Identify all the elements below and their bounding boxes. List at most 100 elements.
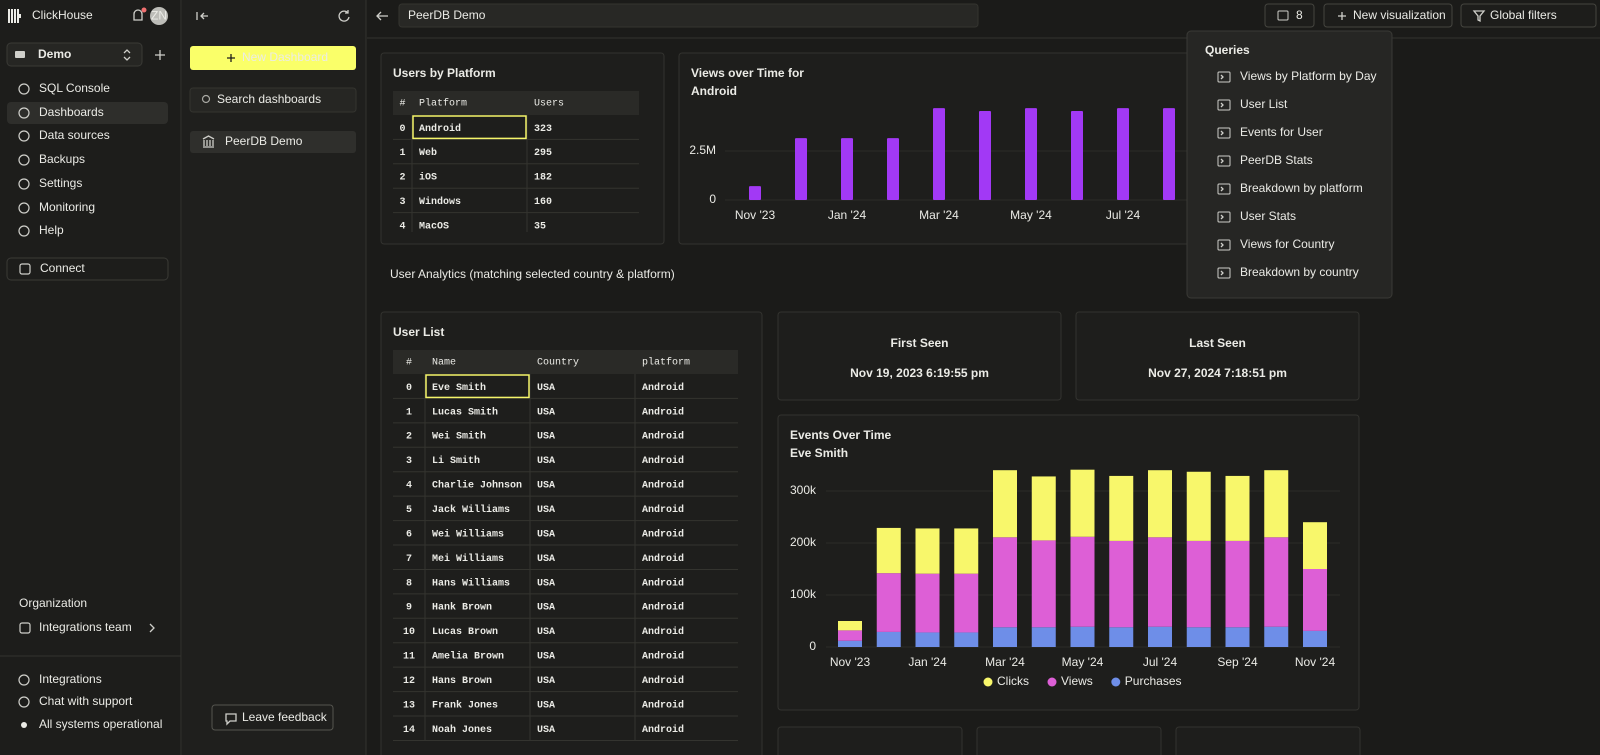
nav-item[interactable]: Backups bbox=[39, 152, 85, 166]
table-cell[interactable]: USA bbox=[537, 456, 555, 467]
table-cell[interactable]: Hans Brown bbox=[432, 676, 492, 687]
table-cell[interactable]: 12 bbox=[403, 676, 415, 687]
legend-label[interactable]: Purchases bbox=[1125, 674, 1182, 688]
table-cell[interactable]: Android bbox=[419, 123, 461, 135]
table-cell[interactable]: 323 bbox=[534, 124, 552, 135]
table-cell[interactable]: Android bbox=[642, 675, 684, 687]
nav-item[interactable]: Data sources bbox=[39, 128, 110, 142]
table-cell[interactable]: 5 bbox=[406, 505, 412, 516]
table-cell[interactable]: USA bbox=[537, 407, 555, 418]
table-cell[interactable]: 7 bbox=[406, 554, 412, 565]
table-cell[interactable]: Eve Smith bbox=[432, 382, 486, 394]
table-cell[interactable]: 0 bbox=[399, 124, 405, 135]
table-cell[interactable]: Android bbox=[642, 724, 684, 736]
table-cell[interactable]: Charlie Johnson bbox=[432, 480, 522, 492]
query-item[interactable]: Breakdown by country bbox=[1240, 265, 1359, 279]
table-cell[interactable]: 6 bbox=[406, 529, 412, 540]
table-cell[interactable]: 182 bbox=[534, 173, 552, 184]
avatar[interactable] bbox=[150, 7, 168, 25]
dashboard-item-bg[interactable] bbox=[190, 131, 356, 153]
table-cell[interactable]: USA bbox=[537, 481, 555, 492]
query-item[interactable]: Events for User bbox=[1240, 125, 1323, 139]
table-cell[interactable]: Windows bbox=[419, 196, 461, 208]
table-cell[interactable]: Android bbox=[642, 699, 684, 711]
table-cell[interactable]: USA bbox=[537, 603, 555, 614]
table-cell[interactable]: 0 bbox=[406, 383, 412, 394]
nav-item[interactable]: Settings bbox=[39, 176, 82, 190]
nav-item[interactable]: Help bbox=[39, 223, 64, 237]
table-cell[interactable]: Android bbox=[642, 528, 684, 540]
table-cell[interactable]: Android bbox=[642, 504, 684, 516]
table-cell[interactable]: Lucas Smith bbox=[432, 406, 498, 418]
table-cell[interactable]: Amelia Brown bbox=[432, 651, 504, 663]
table-cell[interactable]: 10 bbox=[403, 627, 415, 638]
global-filters-button[interactable] bbox=[1460, 3, 1597, 28]
dashboard-item[interactable]: PeerDB Demo bbox=[225, 134, 303, 148]
query-item[interactable]: PeerDB Stats bbox=[1240, 153, 1313, 167]
table-cell[interactable]: 11 bbox=[403, 652, 415, 663]
table-cell[interactable]: 2 bbox=[406, 432, 412, 443]
search-input[interactable] bbox=[189, 87, 357, 113]
nav-item[interactable]: SQL Console bbox=[39, 81, 110, 95]
table-cell[interactable]: Android bbox=[642, 626, 684, 638]
table-cell[interactable]: 295 bbox=[534, 148, 552, 159]
table-cell[interactable]: Android bbox=[642, 651, 684, 663]
table-cell[interactable]: 4 bbox=[406, 481, 412, 492]
query-item[interactable]: Breakdown by platform bbox=[1240, 181, 1363, 195]
table-cell[interactable]: Hank Brown bbox=[432, 602, 492, 614]
table-cell[interactable]: 14 bbox=[403, 725, 415, 736]
feedback-button[interactable] bbox=[211, 704, 334, 731]
table-cell[interactable]: MacOS bbox=[419, 221, 449, 232]
table-cell[interactable]: USA bbox=[537, 627, 555, 638]
nav-item[interactable]: Dashboards bbox=[39, 105, 104, 119]
table-cell[interactable]: 1 bbox=[399, 148, 405, 159]
query-item[interactable]: User Stats bbox=[1240, 209, 1296, 223]
table-cell[interactable]: 35 bbox=[534, 221, 546, 232]
footer-item[interactable]: Chat with support bbox=[39, 694, 133, 708]
table-cell[interactable]: USA bbox=[537, 505, 555, 516]
table-cell[interactable]: Android bbox=[642, 406, 684, 418]
new-visualization-button[interactable] bbox=[1323, 3, 1453, 28]
table-cell[interactable]: Hans Williams bbox=[432, 577, 510, 589]
table-cell[interactable]: USA bbox=[537, 700, 555, 711]
table-cell[interactable]: USA bbox=[537, 652, 555, 663]
table-cell[interactable]: 3 bbox=[406, 456, 412, 467]
table-cell[interactable]: Frank Jones bbox=[432, 699, 498, 711]
new-dashboard-button[interactable] bbox=[190, 46, 356, 70]
queries-button[interactable] bbox=[1264, 3, 1315, 28]
table-cell[interactable]: Jack Williams bbox=[432, 504, 510, 516]
table-cell[interactable]: 8 bbox=[406, 578, 412, 589]
table-cell[interactable]: USA bbox=[537, 432, 555, 443]
table-cell[interactable]: Android bbox=[642, 553, 684, 565]
connect-button[interactable] bbox=[6, 257, 169, 281]
table-cell[interactable]: USA bbox=[537, 383, 555, 394]
query-item[interactable]: Views by Platform by Day bbox=[1240, 69, 1377, 83]
table-cell[interactable]: 3 bbox=[399, 197, 405, 208]
legend-label[interactable]: Views bbox=[1061, 674, 1093, 688]
organization-name[interactable]: Integrations team bbox=[39, 620, 132, 634]
table-cell[interactable]: Android bbox=[642, 480, 684, 492]
nav-item[interactable]: Monitoring bbox=[39, 200, 95, 214]
table-cell[interactable]: Android bbox=[642, 455, 684, 467]
table-cell[interactable]: Mei Williams bbox=[432, 553, 504, 565]
service-selector[interactable] bbox=[6, 42, 143, 67]
table-cell[interactable]: 4 bbox=[399, 221, 405, 232]
table-cell[interactable]: USA bbox=[537, 529, 555, 540]
table-cell[interactable]: USA bbox=[537, 725, 555, 736]
footer-item[interactable]: Integrations bbox=[39, 672, 102, 686]
table-cell[interactable]: Li Smith bbox=[432, 455, 480, 467]
table-cell[interactable]: Android bbox=[642, 382, 684, 394]
table-cell[interactable]: 9 bbox=[406, 603, 412, 614]
table-cell[interactable]: iOS bbox=[419, 172, 437, 184]
dashboard-title-input[interactable] bbox=[398, 3, 979, 28]
query-item[interactable]: User List bbox=[1240, 97, 1288, 111]
query-item[interactable]: Views for Country bbox=[1240, 237, 1334, 251]
table-cell[interactable]: USA bbox=[537, 676, 555, 687]
table-cell[interactable]: Android bbox=[642, 431, 684, 443]
table-cell[interactable]: USA bbox=[537, 554, 555, 565]
table-cell[interactable]: Noah Jones bbox=[432, 724, 492, 736]
table-cell[interactable]: Android bbox=[642, 602, 684, 614]
table-cell[interactable]: 1 bbox=[406, 407, 412, 418]
table-cell[interactable]: 13 bbox=[403, 700, 415, 711]
table-cell[interactable]: 160 bbox=[534, 197, 552, 208]
